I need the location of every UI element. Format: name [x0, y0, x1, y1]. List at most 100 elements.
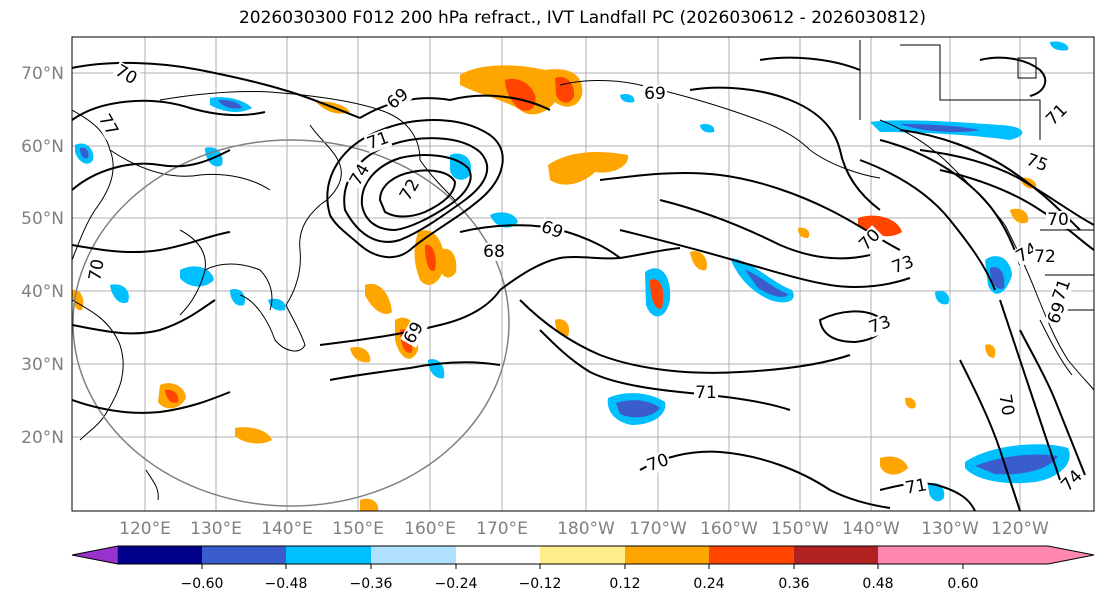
contour-label-bg [396, 175, 424, 205]
contour-label: 71 [904, 475, 929, 498]
longitude-labels: 120°E 130°E 140°E 150°E 160°E 170°E 180°… [119, 519, 1049, 539]
colorbar-ticks [201, 564, 964, 569]
colorbar-tick-label: 0.36 [778, 576, 809, 592]
colorbar-left-extend [71, 545, 119, 565]
contour-label-bg [1057, 466, 1087, 496]
inset-box [1017, 57, 1037, 79]
lon-label-170w: 170°W [629, 519, 687, 539]
lat-label-40n: 40°N [21, 282, 64, 302]
lon-label-130w: 130°W [921, 519, 979, 539]
colorbar-tick-label: −0.24 [435, 576, 478, 592]
map-title: 2026030300 F012 200 hPa refract., IVT La… [238, 8, 926, 28]
shade-blob [218, 99, 242, 109]
shade-blob [180, 266, 214, 287]
shade-blob [745, 270, 788, 297]
colorbar-outline [71, 545, 1095, 565]
contour-label-bg [94, 110, 122, 140]
shade-blob [975, 454, 1058, 475]
colorbar-segment [202, 546, 286, 564]
shade-blob [165, 389, 179, 403]
shade-blob [1050, 41, 1069, 51]
colorbar-segment [118, 546, 202, 564]
shade-blob [548, 152, 629, 185]
shade-blob [798, 227, 810, 238]
lon-label-140e: 140°E [261, 519, 313, 539]
graticule [72, 37, 1094, 511]
lon-label-120e: 120°E [119, 519, 171, 539]
colorbar-segment [371, 546, 456, 564]
colorbar-segment [625, 546, 709, 564]
colorbar-tick-label: −0.48 [265, 576, 308, 592]
shade-blob [425, 244, 436, 271]
contour-label: 72 [1034, 247, 1056, 267]
shade-blob [985, 344, 996, 358]
shade-blob [440, 248, 457, 278]
contour-label-bg [111, 61, 141, 89]
shade-blob [268, 298, 286, 311]
shade-blob [80, 147, 89, 159]
lat-label-50n: 50°N [21, 209, 64, 229]
contour-label-bg [86, 256, 108, 284]
shade-blob [505, 78, 536, 111]
shade-blob [230, 289, 246, 306]
map-frame [71, 36, 1095, 512]
lat-label-60n: 60°N [21, 137, 64, 157]
shade-blob [620, 93, 635, 103]
lat-label-20n: 20°N [21, 428, 64, 448]
colorbar-tick-label: −0.12 [519, 576, 562, 592]
lon-label-180w: 180°W [557, 519, 615, 539]
shade-blob [905, 397, 916, 409]
colorbar-right-extend [963, 546, 1094, 564]
lon-label-160e: 160°E [404, 519, 456, 539]
colorbar-segment [540, 546, 625, 564]
contour-label-bg [1042, 100, 1072, 130]
shade-blob [110, 284, 129, 304]
contour-label-bg [400, 318, 428, 348]
contour-label-bg [643, 85, 667, 103]
contour-label-bg [383, 84, 413, 114]
colorbar-tick-label: 0.12 [609, 576, 640, 592]
colorbar-segment [709, 546, 794, 564]
contour-label-bg [1012, 239, 1042, 267]
contour-label-bg [855, 225, 885, 255]
shade-blob [690, 251, 707, 271]
lon-label-120w: 120°W [991, 519, 1049, 539]
lon-label-160w: 160°W [700, 519, 758, 539]
colorbar-segment [794, 546, 878, 564]
contour-label-bg [537, 217, 567, 243]
lon-label-150w: 150°W [771, 519, 829, 539]
colorbar-segment [456, 546, 540, 564]
latitude-labels: 70°N 60°N 50°N 40°N 30°N 20°N [21, 64, 64, 448]
contour-label-bg [1033, 248, 1057, 266]
shade-blob [360, 498, 379, 511]
shade-blob [650, 279, 664, 309]
contour-label-bg [482, 243, 506, 261]
contour-label-bg [363, 128, 393, 154]
contour-label-bg [694, 384, 718, 402]
lat-label-30n: 30°N [21, 355, 64, 375]
ivt-shading [72, 41, 1070, 511]
contour-label-bg [1049, 275, 1075, 305]
contour-label: 69 [644, 84, 666, 104]
colorbar-tick-label: −0.36 [350, 576, 393, 592]
lon-label-140w: 140°W [842, 519, 900, 539]
contour-label-bg [1022, 150, 1052, 176]
contour-label-bg [888, 252, 918, 278]
shade-blob [928, 483, 945, 502]
shade-blob [490, 212, 518, 228]
lon-label-170e: 170°E [476, 519, 528, 539]
refractivity-contours [72, 56, 1094, 511]
contour-label-bg [643, 450, 673, 476]
colorbar-tick-label: −0.60 [181, 576, 224, 592]
lon-label-150e: 150°E [332, 519, 384, 539]
contour-label: 68 [483, 242, 505, 262]
colorbar-tick-label: 0.60 [947, 576, 978, 592]
lon-label-130e: 130°E [190, 519, 242, 539]
contour-label-bg [902, 476, 930, 498]
shade-blob [235, 427, 272, 444]
shade-blob [880, 456, 908, 475]
colorbar-segment [286, 546, 371, 564]
contour-label: 71 [695, 383, 717, 403]
contour-label-bg [1046, 211, 1070, 229]
